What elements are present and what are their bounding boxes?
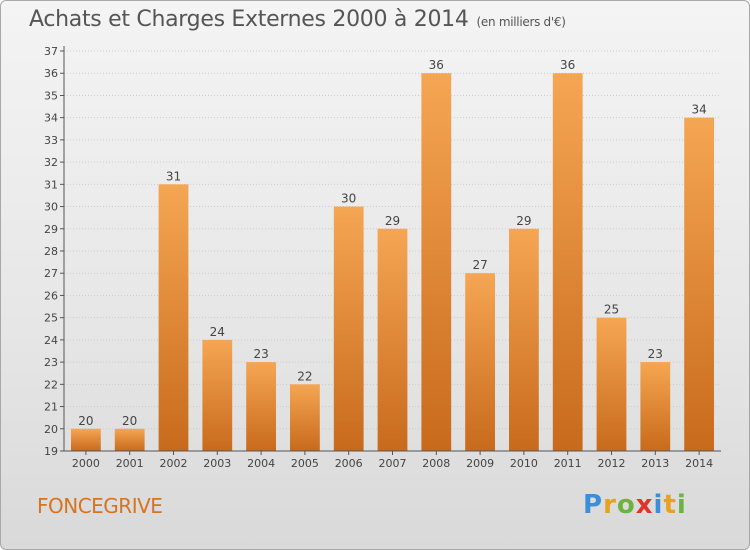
bar [202, 339, 233, 451]
y-tick-label: 27 [44, 267, 58, 280]
bar-value-label: 20 [122, 414, 137, 428]
logo-letter: t [663, 490, 677, 520]
bar-value-label: 23 [648, 347, 663, 361]
x-tick-label: 2004 [247, 457, 275, 470]
bar-value-label: 22 [297, 369, 312, 383]
x-tick-label: 2006 [335, 457, 363, 470]
x-tick-label: 2008 [422, 457, 450, 470]
bar [684, 117, 714, 452]
bar-value-label: 29 [516, 214, 531, 228]
bar [71, 428, 101, 451]
y-tick-label: 31 [44, 178, 58, 191]
chart-subtitle: (en milliers d'€) [476, 15, 566, 29]
y-tick-label: 23 [44, 356, 58, 369]
y-tick-label: 22 [44, 378, 58, 391]
x-tick-label: 2009 [466, 457, 494, 470]
y-tick-label: 21 [44, 401, 58, 414]
bar [290, 384, 320, 451]
bar [114, 428, 145, 451]
bar [552, 73, 583, 451]
bar-value-label: 25 [604, 303, 619, 317]
x-tick-label: 2000 [72, 457, 100, 470]
axes: 19 20 21 22 23 24 25 26 27 28 29 30 31 32 33 34 35 36 37 20… [44, 45, 721, 470]
y-tick-label: 24 [44, 334, 58, 347]
logo-letter: r [603, 490, 617, 520]
y-tick-label: 34 [44, 112, 58, 125]
x-tick-label: 2001 [116, 457, 144, 470]
y-tick-label: 29 [44, 223, 58, 236]
x-tick-label: 2007 [379, 457, 407, 470]
bar-value-label: 27 [472, 258, 487, 272]
bar-value-label: 29 [385, 214, 400, 228]
chart-title-text: Achats et Charges Externes 2000 à 2014 [29, 7, 469, 32]
bar-value-label: 20 [78, 414, 93, 428]
x-tick-label: 2012 [598, 457, 626, 470]
bar [158, 184, 189, 452]
x-tick-label: 2010 [510, 457, 538, 470]
chart-title: Achats et Charges Externes 2000 à 2014 (e… [29, 7, 566, 32]
bar [333, 206, 364, 451]
bar [596, 317, 627, 451]
bar [377, 228, 408, 451]
bar-value-label: 36 [560, 58, 575, 72]
bar [640, 362, 671, 451]
bar-value-label: 23 [253, 347, 268, 361]
bar-value-label: 24 [210, 325, 225, 339]
y-tick-label: 20 [44, 423, 58, 436]
y-tick-label: 33 [44, 134, 58, 147]
y-tick-label: 19 [44, 445, 58, 458]
y-tick-label: 25 [44, 312, 58, 325]
x-tick-label: 2011 [554, 457, 582, 470]
logo-letter: P [583, 490, 604, 520]
y-tick-label: 26 [44, 289, 58, 302]
y-tick-label: 28 [44, 245, 58, 258]
town-name: FONCEGRIVE [37, 494, 163, 518]
logo-letter: o [616, 490, 636, 520]
y-tick-label: 35 [44, 89, 58, 102]
x-tick-label: 2005 [291, 457, 319, 470]
bar [246, 362, 276, 451]
bar-value-label: 31 [166, 169, 181, 183]
y-tick-label: 37 [44, 45, 58, 58]
bar [421, 73, 452, 451]
bar [465, 273, 495, 451]
x-tick-label: 2003 [203, 457, 231, 470]
proxiti-logo: Proxiti [583, 490, 687, 520]
bar [509, 228, 539, 451]
y-tick-label: 32 [44, 156, 58, 169]
y-tick-label: 36 [44, 67, 58, 80]
x-tick-label: 2013 [641, 457, 669, 470]
bar-value-label: 30 [341, 192, 356, 206]
x-tick-label: 2014 [685, 457, 713, 470]
bar-value-label: 34 [691, 103, 706, 117]
y-tick-label: 30 [44, 201, 58, 214]
logo-letter: i [653, 490, 664, 520]
logo-letter: i [676, 490, 687, 520]
logo-letter: x [635, 490, 654, 520]
x-tick-label: 2002 [160, 457, 188, 470]
bar-value-label: 36 [429, 58, 444, 72]
bars: 20 20 31 24 23 22 30 29 36 27 29 36 25 23 34 [71, 58, 714, 452]
